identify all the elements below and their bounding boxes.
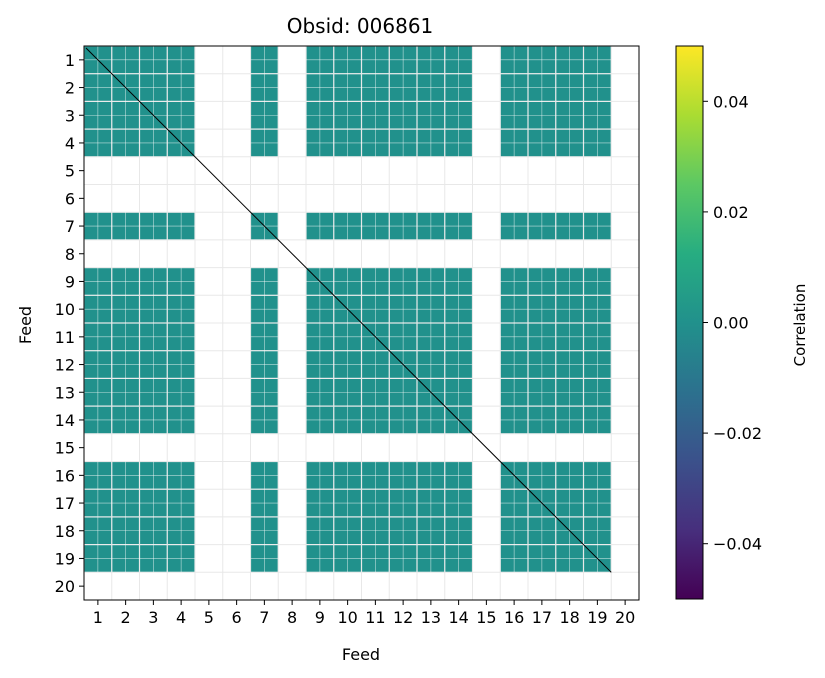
diagonal-line	[85, 47, 612, 573]
y-tick-label: 5	[65, 162, 75, 181]
x-tick-label: 6	[232, 608, 242, 627]
y-tick-label: 20	[55, 577, 75, 596]
y-tick-label: 4	[65, 134, 75, 153]
x-tick-label: 4	[176, 608, 186, 627]
x-tick-label: 13	[421, 608, 441, 627]
x-tick-label: 11	[365, 608, 385, 627]
y-tick-label: 11	[55, 328, 75, 347]
y-tick-label: 13	[55, 383, 75, 402]
x-tick-label: 2	[121, 608, 131, 627]
x-tick-label: 3	[148, 608, 158, 627]
x-tick-label: 16	[504, 608, 524, 627]
colorbar-tick-label: −0.02	[713, 424, 762, 443]
x-tick-label: 17	[532, 608, 552, 627]
y-tick-label: 16	[55, 466, 75, 485]
x-tick-label: 15	[476, 608, 496, 627]
x-tick-label: 20	[615, 608, 635, 627]
colorbar-tick-label: 0.00	[713, 314, 749, 333]
x-tick-label: 1	[93, 608, 103, 627]
x-tick-label: 18	[559, 608, 579, 627]
colorbar-label: Correlation	[791, 284, 809, 367]
y-tick-label: 7	[65, 217, 75, 236]
y-tick-label: 2	[65, 79, 75, 98]
y-tick-label: 12	[55, 356, 75, 375]
y-tick-label: 10	[55, 300, 75, 319]
heatmap-plot-area	[83, 45, 640, 601]
y-tick-label: 8	[65, 245, 75, 264]
x-axis-label: Feed	[342, 645, 380, 664]
y-tick-label: 14	[55, 411, 75, 430]
colorbar-tick-label: 0.04	[713, 92, 749, 111]
y-tick-label: 6	[65, 189, 75, 208]
x-tick-label: 10	[337, 608, 357, 627]
x-tick-label: 8	[287, 608, 297, 627]
y-tick-label: 17	[55, 494, 75, 513]
colorbar	[675, 45, 704, 600]
colorbar-ticks: −0.04 −0.02 0.00 0.02 0.04	[703, 92, 762, 554]
y-axis-label: Feed	[16, 306, 35, 344]
x-tick-label: 5	[204, 608, 214, 627]
x-tick-label: 14	[448, 608, 468, 627]
y-tick-label: 9	[65, 272, 75, 291]
y-tick-label: 15	[55, 439, 75, 458]
x-tick-label: 9	[315, 608, 325, 627]
y-tick-label: 3	[65, 106, 75, 125]
colorbar-tick-label: −0.04	[713, 535, 762, 554]
x-tick-label: 19	[587, 608, 607, 627]
y-tick-label: 18	[55, 522, 75, 541]
colorbar-tick-label: 0.02	[713, 203, 749, 222]
x-tick-label: 12	[393, 608, 413, 627]
x-axis-ticks: 1 2 3 4 5 6 7 8 9 10 11 12 13 14 15 16 17 18 19 20	[93, 600, 635, 627]
y-tick-label: 1	[65, 51, 75, 70]
x-tick-label: 7	[259, 608, 269, 627]
chart-title: Obsid: 006861	[287, 14, 434, 38]
y-tick-label: 19	[55, 549, 75, 568]
plot-frame	[83, 45, 640, 601]
